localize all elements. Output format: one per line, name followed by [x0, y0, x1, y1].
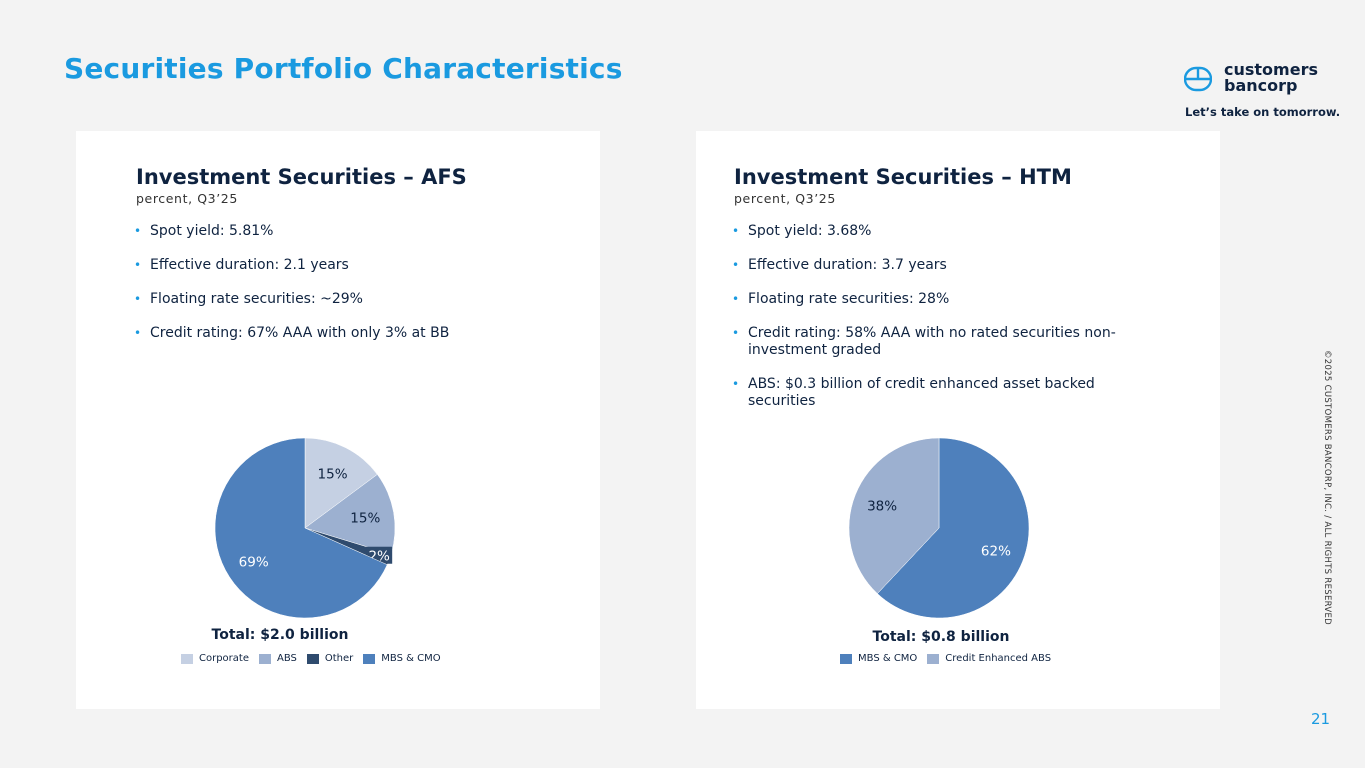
- legend-label: ABS: [277, 653, 297, 664]
- pie-slice-mbs-cmo: [877, 437, 1030, 619]
- brand-tagline: Let’s take on tomorrow.: [1185, 105, 1341, 119]
- htm-title: Investment Securities – HTM: [734, 165, 1072, 189]
- afs-subtitle: percent, Q3’25: [136, 191, 238, 206]
- legend-swatch: [259, 653, 271, 664]
- afs-pie-chart: 15%15%2%69%: [214, 437, 396, 619]
- legend-item-credit-enhanced-abs: Credit Enhanced ABS: [927, 653, 1051, 664]
- htm-total: Total: $0.8 billion: [872, 629, 1010, 645]
- pie-label-corporate: 15%: [318, 466, 348, 482]
- afs-bullet-item: Floating rate securities: ~29%: [134, 291, 554, 308]
- htm-bullet-item: Spot yield: 3.68%: [732, 223, 1152, 240]
- copyright-notice: ©2025 CUSTOMERS BANCORP, INC. / ALL RIGH…: [1320, 350, 1334, 625]
- page-title: Securities Portfolio Characteristics: [64, 52, 623, 85]
- htm-bullet-item: Floating rate securities: 28%: [732, 291, 1152, 308]
- legend-item-mbs-cmo: MBS & CMO: [840, 653, 917, 664]
- customers-bancorp-logo-icon: [1184, 66, 1212, 92]
- afs-bullet-item: Credit rating: 67% AAA with only 3% at B…: [134, 325, 554, 342]
- brand-name: customers bancorp: [1224, 60, 1318, 95]
- legend-item-abs: ABS: [259, 653, 297, 664]
- htm-legend: MBS & CMO Credit Enhanced ABS: [840, 653, 1051, 664]
- legend-swatch: [181, 653, 193, 664]
- afs-legend: Corporate ABS Other MBS & CMO: [181, 653, 441, 664]
- htm-pie-chart: 62% 38%: [848, 437, 1030, 619]
- legend-label: Corporate: [199, 653, 249, 664]
- htm-bullet-item: Effective duration: 3.7 years: [732, 257, 1152, 274]
- brand-block: customers bancorp Let’s take on tomorrow…: [1184, 62, 1344, 122]
- htm-panel: Investment Securities – HTM percent, Q3’…: [696, 131, 1220, 709]
- afs-total: Total: $2.0 billion: [211, 627, 349, 643]
- htm-bullet-item: ABS: $0.3 billion of credit enhanced ass…: [732, 376, 1152, 410]
- afs-panel: Investment Securities – AFS percent, Q3’…: [76, 131, 600, 709]
- page-number: 21: [1311, 710, 1331, 728]
- pie-slice-corporate: [304, 437, 378, 529]
- legend-item-corporate: Corporate: [181, 653, 249, 664]
- pie-label-credit-enhanced-abs: 38%: [867, 498, 897, 514]
- pie-label-mbs-cmo: 69%: [239, 554, 269, 570]
- htm-bullet-list: Spot yield: 3.68% Effective duration: 3.…: [732, 223, 1152, 427]
- copyright-text: ©2025 CUSTOMERS BANCORP, INC. / ALL RIGH…: [1322, 350, 1332, 625]
- pie-label-abs: 15%: [350, 511, 380, 527]
- legend-label: Other: [324, 653, 354, 664]
- legend-label: MBS & CMO: [381, 653, 441, 664]
- afs-bullet-item: Spot yield: 5.81%: [134, 223, 554, 240]
- legend-swatch: [363, 653, 376, 664]
- legend-item-mbs-cmo: MBS & CMO: [363, 653, 441, 664]
- afs-title: Investment Securities – AFS: [136, 165, 467, 189]
- htm-bullet-item: Credit rating: 58% AAA with no rated sec…: [732, 325, 1152, 359]
- legend-label: MBS & CMO: [858, 653, 918, 664]
- afs-bullet-list: Spot yield: 5.81% Effective duration: 2.…: [134, 223, 554, 359]
- afs-bullet-item: Effective duration: 2.1 years: [134, 257, 554, 274]
- legend-item-other: Other: [306, 653, 354, 664]
- pie-label-mbs-cmo: 62%: [981, 544, 1011, 560]
- legend-swatch: [306, 653, 319, 664]
- htm-subtitle: percent, Q3’25: [734, 191, 836, 206]
- legend-swatch: [840, 653, 852, 664]
- pie-slice-mbs-cmo: [214, 437, 388, 619]
- pie-slice-credit-enhanced-abs: [848, 437, 940, 594]
- legend-swatch: [927, 653, 940, 664]
- legend-label: Credit Enhanced ABS: [945, 653, 1052, 664]
